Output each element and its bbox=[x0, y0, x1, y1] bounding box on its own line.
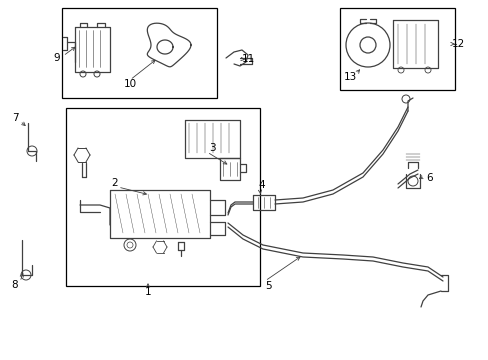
Text: 1: 1 bbox=[144, 287, 151, 297]
Text: 6: 6 bbox=[426, 173, 432, 183]
Text: 4: 4 bbox=[258, 180, 265, 190]
Text: 11: 11 bbox=[241, 54, 254, 64]
Text: 13: 13 bbox=[343, 72, 356, 82]
Text: 12: 12 bbox=[450, 39, 464, 49]
Text: 9: 9 bbox=[54, 53, 60, 63]
Text: 5: 5 bbox=[264, 281, 271, 291]
Text: 7: 7 bbox=[12, 113, 18, 123]
Text: 3: 3 bbox=[208, 143, 215, 153]
Text: 10: 10 bbox=[123, 79, 136, 89]
Bar bbox=[66, 108, 260, 286]
Text: 8: 8 bbox=[12, 280, 18, 290]
Bar bbox=[339, 8, 454, 90]
Bar bbox=[62, 8, 217, 98]
Text: 2: 2 bbox=[111, 178, 118, 188]
